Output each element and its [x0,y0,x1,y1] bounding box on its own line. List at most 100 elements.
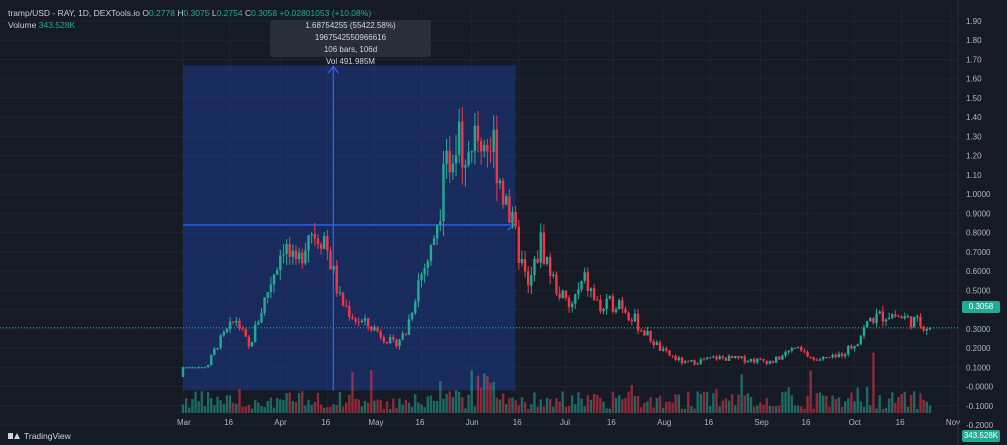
volume-bar [404,400,408,413]
candle-body [489,151,492,153]
x-tick-label: 16 [607,418,616,427]
candle-body [445,150,448,164]
volume-label[interactable]: Volume [8,20,37,30]
volume-bar [370,370,373,413]
candle-body [765,360,768,364]
candle-body [825,356,828,358]
x-tick-label: Mar [177,418,191,427]
candle-body [674,356,677,360]
candle-body [809,356,812,358]
volume-bar [288,392,291,413]
tradingview-brand[interactable]: TradingView [8,431,71,441]
candle-body [332,265,335,270]
volume-bar [206,392,210,413]
volume-bar [583,406,586,413]
volume-bar [843,401,847,413]
volume-bar [856,387,859,413]
volume-bar [818,392,822,413]
volume-bar [454,390,458,413]
volume-bar [800,406,803,413]
candle-body [762,359,765,361]
candle-body [225,328,229,333]
candle-body [831,354,834,358]
volume-bar [326,407,329,413]
candle-body [495,129,499,184]
candle-body [210,355,213,366]
candle-body [803,350,806,352]
change-value: +0.02801053 (+10.08%) [279,8,372,18]
volume-bar [756,405,759,413]
candle-body [360,320,364,323]
candle-body [517,226,520,263]
candle-body [796,346,800,348]
candle-body [269,284,273,293]
candle-body [709,357,712,359]
volume-bar [216,396,219,413]
y-tick-label: 0.9000 [966,209,991,218]
volume-bar [448,391,451,413]
candle-body [859,335,863,345]
candle-body [329,250,332,270]
candle-body [244,329,247,337]
volume-bar [476,375,480,413]
x-tick-label: Oct [849,418,862,427]
volume-bar [900,393,903,413]
volume-bar [184,398,188,413]
volume-bar [395,407,398,413]
volume-bar [461,397,464,413]
measure-bars: 106 bars, 106d [323,45,378,54]
volume-bar [250,408,254,413]
candle-body [323,236,326,249]
candle-body [486,144,489,152]
high-key: H [177,8,184,18]
y-tick-label: 0.8000 [966,229,991,238]
symbol-label[interactable]: tramp/USD - RAY, 1D, DEXTools.io [8,8,140,18]
candle-body [564,290,568,298]
candle-body [514,211,517,227]
candle-body [862,327,866,336]
x-tick-label: 16 [224,418,233,427]
candle-body [420,274,423,281]
candle-body [696,363,699,365]
volume-bar [784,391,787,413]
candle-body [913,316,916,328]
candle-body [382,337,386,343]
volume-bar [718,406,721,413]
last-price-tag: 0.3058 [962,301,1000,313]
candle-body [426,261,429,269]
volume-bar [545,397,549,413]
candle-body [602,308,605,312]
candle-body [266,292,269,298]
volume-bar [665,402,668,413]
volume-bar [602,401,605,413]
candle-body [925,328,928,331]
volume-bar [291,401,295,413]
candle-body [398,339,401,347]
y-tick-label: 0.6000 [966,267,991,276]
candle-body [527,271,530,286]
candle-body [241,328,244,330]
candle-body [247,336,251,347]
volume-bar [853,401,856,413]
volume-bar [417,402,420,413]
volume-bar [580,398,583,413]
candle-body [843,354,847,357]
candle-body [847,345,850,355]
candle-body [724,357,728,361]
volume-bar [683,408,687,413]
volume-bar [429,395,433,413]
last-volume-tag: 343.528K [962,430,1000,442]
y-tick-label: 0.3000 [966,325,991,334]
volume-bar [872,352,875,413]
volume-bar [219,400,222,413]
candle-body [784,351,787,356]
volume-bar [232,402,235,413]
volume-bar [878,395,881,413]
volume-bar [815,393,819,413]
y-tick-label: 0.5000 [966,286,991,295]
volume-bar [821,395,825,413]
candle-body [743,356,746,363]
x-tick-label: Apr [274,418,287,427]
